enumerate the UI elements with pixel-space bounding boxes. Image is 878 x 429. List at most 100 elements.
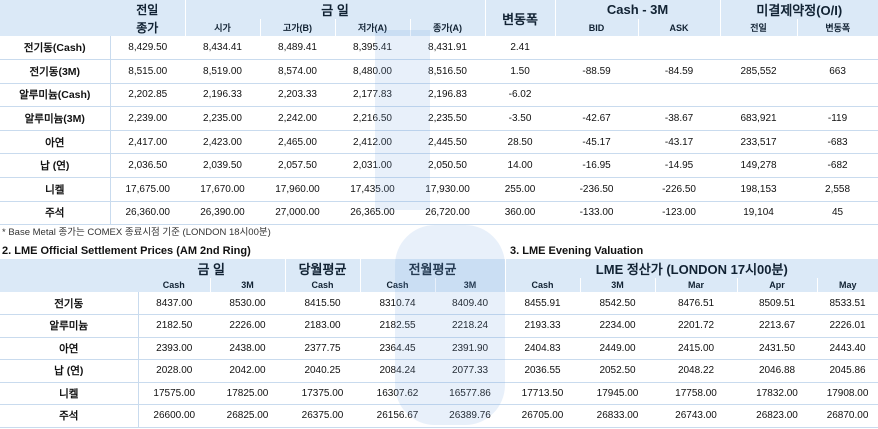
settle-cell-c: 17575.00 (138, 382, 210, 405)
prev-close-subheader: 종가 (136, 21, 159, 35)
settlement-title: 2. LME Official Settlement Prices (AM 2n… (2, 245, 251, 257)
settle-col-3m: 3M (209, 278, 286, 292)
cell-open: 2,196.33 (185, 83, 260, 108)
settle-cell-mc: 2040.25 (285, 359, 361, 383)
evening-cell: 8476.51 (655, 292, 738, 315)
settle-cell-mc: 2183.00 (285, 314, 361, 338)
settle-cell-pc: 8310.74 (360, 292, 436, 315)
evening-cell: 2234.00 (580, 314, 656, 338)
cell-oi-prev: 149,278 (720, 153, 798, 179)
cell-oi-chg: -682 (797, 153, 878, 179)
cash-3m-spread-header: Cash - 3M (554, 0, 721, 19)
evening-col-mar: Mar (654, 278, 738, 292)
cell-ask (638, 83, 721, 108)
settle-cell-pc: 26156.67 (360, 404, 436, 428)
settle-cell-pc: 2364.45 (360, 337, 436, 360)
table-row: 전기동 8437.00 8530.00 8415.50 8310.74 8409.40 84… (0, 292, 878, 315)
table-row: 니켈 17,675.00 17,670.00 17,960.00 17,435.00 17… (0, 177, 878, 202)
table-row: 아연 2,417.00 2,423.00 2,465.00 2,412.00 2,445.… (0, 130, 878, 155)
cell-oi-prev (720, 36, 798, 61)
cell-close: 2,235.50 (410, 106, 486, 131)
cell-low: 17,435.00 (335, 177, 410, 202)
cell-chg: 2.41 (485, 36, 556, 61)
cell-oi-chg: -683 (797, 130, 878, 155)
evening-col-may: May (816, 278, 878, 292)
prev-month-average-header: 전월평균 (359, 259, 506, 278)
cell-ask (638, 36, 721, 61)
cell-prev: 8,515.00 (110, 59, 185, 84)
cell-bid (555, 36, 639, 61)
settle-cell-m3: 17825.00 (210, 382, 286, 405)
cell-high: 27,000.00 (260, 201, 335, 226)
cell-oi-chg: 663 (797, 59, 878, 84)
evening-cell: 2045.86 (817, 359, 878, 383)
evening-cell: 2404.83 (505, 337, 581, 360)
cell-oi-chg (797, 83, 878, 108)
evening-cell: 8542.50 (580, 292, 656, 315)
table-row: 주석 26600.00 26825.00 26375.00 26156.67 26389.… (0, 404, 878, 428)
cell-bid: -16.95 (555, 153, 639, 179)
evening-cell: 26823.00 (737, 404, 818, 428)
lme-settlement-table: 금 일 당월평균 전월평균 LME 정산가 (LONDON 17시00분) Ca… (0, 259, 878, 428)
cell-close: 2,196.83 (410, 83, 486, 108)
settle-cell-c: 2028.00 (138, 359, 210, 383)
cell-oi-chg (797, 36, 878, 61)
settle-cell-m3: 8530.00 (210, 292, 286, 315)
settle-cell-p3: 2218.24 (435, 314, 506, 338)
evening-cell: 2036.55 (505, 359, 581, 383)
cell-open: 8,519.00 (185, 59, 260, 84)
settle-cell-p3: 26389.76 (435, 404, 506, 428)
cell-bid: -88.59 (555, 59, 639, 84)
cell-low: 8,395.41 (335, 36, 410, 61)
cell-oi-prev: 233,517 (720, 130, 798, 155)
evening-cell: 2415.00 (655, 337, 738, 360)
base-metal-footnote: * Base Metal 종가는 COMEX 종료시점 기준 (LONDON 1… (2, 227, 271, 238)
settle-cell-p3: 2077.33 (435, 359, 506, 383)
prevmonth-col-3m: 3M (434, 278, 506, 292)
evening-cell: 2431.50 (737, 337, 818, 360)
cell-ask: -43.17 (638, 130, 721, 155)
table-row: 납 (연) 2,036.50 2,039.50 2,057.50 2,031.00 2,0… (0, 153, 878, 179)
settle-cell-m3: 2042.00 (210, 359, 286, 383)
col-low: 저가(A) (334, 19, 410, 36)
cell-high: 17,960.00 (260, 177, 335, 202)
table-row: 아연 2393.00 2438.00 2377.75 2364.45 2391.90 240… (0, 337, 878, 360)
col-ask: ASK (637, 19, 721, 36)
watermark (395, 225, 505, 425)
settle-cell-p3: 2391.90 (435, 337, 506, 360)
evening-cell: 2048.22 (655, 359, 738, 383)
evening-cell: 8455.91 (505, 292, 581, 315)
cell-prev: 26,360.00 (110, 201, 185, 226)
settle-cell-m3: 26825.00 (210, 404, 286, 428)
watermark (375, 30, 430, 210)
cell-bid (555, 83, 639, 108)
cell-open: 26,390.00 (185, 201, 260, 226)
evening-col-3m: 3M (579, 278, 656, 292)
cell-low: 2,412.00 (335, 130, 410, 155)
evening-col-apr: Apr (736, 278, 818, 292)
evening-cell: 2213.67 (737, 314, 818, 338)
evening-cell: 17945.00 (580, 382, 656, 405)
evening-price-header: LME 정산가 (LONDON 17시00분) (504, 259, 878, 278)
cell-low: 2,031.00 (335, 153, 410, 179)
cell-open: 17,670.00 (185, 177, 260, 202)
cell-bid: -236.50 (555, 177, 639, 202)
settle-cell-p3: 8409.40 (435, 292, 506, 315)
cell-high: 8,489.41 (260, 36, 335, 61)
cell-high: 2,203.33 (260, 83, 335, 108)
month-col-cash: Cash (284, 278, 361, 292)
evening-cell: 2226.01 (817, 314, 878, 338)
evening-valuation-title: 3. LME Evening Valuation (510, 245, 644, 257)
evening-col-cash: Cash (504, 278, 581, 292)
metal-name: 납 (연) (0, 359, 139, 383)
settle-cell-m3: 2226.00 (210, 314, 286, 338)
cell-chg: 360.00 (485, 201, 556, 226)
settle-cell-mc: 2377.75 (285, 337, 361, 360)
evening-cell: 2201.72 (655, 314, 738, 338)
cell-prev: 8,429.50 (110, 36, 185, 61)
cell-close: 17,930.00 (410, 177, 486, 202)
settle-col-cash: Cash (162, 280, 185, 290)
cell-ask: -38.67 (638, 106, 721, 131)
table-row: 주석 26,360.00 26,390.00 27,000.00 26,365.00 26… (0, 201, 878, 226)
col-bid: BID (554, 19, 639, 36)
